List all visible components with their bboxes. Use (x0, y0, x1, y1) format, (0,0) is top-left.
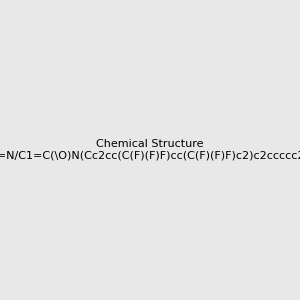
Text: Chemical Structure
O=N/C1=C(\O)N(Cc2cc(C(F)(F)F)cc(C(F)(F)F)c2)c2ccccc21: Chemical Structure O=N/C1=C(\O)N(Cc2cc(C… (0, 139, 300, 161)
